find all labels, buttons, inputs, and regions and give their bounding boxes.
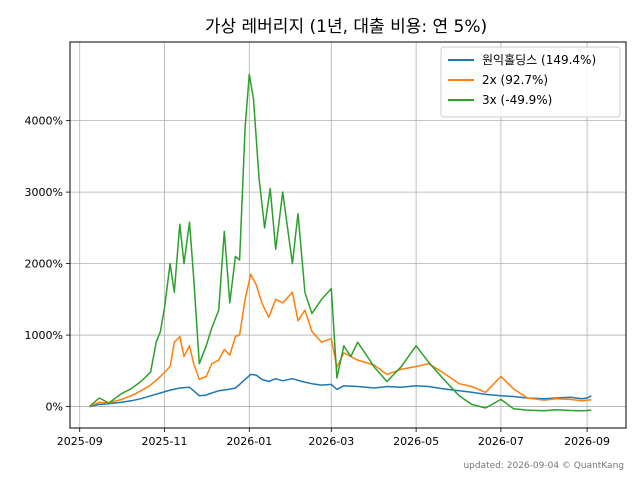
y-axis-ticks: 0% 1000% 2000% 3000% 4000% [25, 115, 70, 414]
series-line-0 [89, 373, 592, 408]
legend-box [440, 46, 621, 118]
legend-label-2: 3x (-49.9%) [482, 93, 552, 107]
legend: 원익홀딩스 (149.4%) 2x (92.7%) 3x (-49.9%) [440, 46, 621, 118]
footer-credit: updated: 2026-09-04 © QuantKang [463, 461, 624, 471]
series-line-2 [89, 73, 592, 412]
x-axis-ticks: 2025-09 2025-11 2026-01 2026-03 2026-05 2026-… [57, 428, 610, 448]
x-tick-label: 2026-01 [226, 435, 272, 448]
x-tick-label: 2026-07 [478, 435, 524, 448]
y-tick-label: 3000% [25, 186, 63, 199]
plot-frame [69, 41, 627, 429]
x-tick-label: 2025-11 [142, 435, 188, 448]
series-lines [89, 73, 592, 412]
x-tick-label: 2026-03 [308, 435, 354, 448]
x-tick-label: 2026-05 [393, 435, 439, 448]
series-line-1 [89, 273, 592, 408]
y-tick-label: 1000% [25, 329, 63, 342]
x-tick-label: 2025-09 [57, 435, 103, 448]
legend-label-0: 원익홀딩스 (149.4%) [482, 53, 596, 67]
legend-label-1: 2x (92.7%) [482, 73, 548, 87]
y-tick-label: 4000% [25, 115, 63, 128]
y-tick-label: 2000% [25, 258, 63, 271]
y-tick-label: 0% [46, 401, 63, 414]
chart-title: 가상 레버리지 (1년, 대출 비용: 연 5%) [205, 17, 487, 37]
x-tick-label: 2026-09 [564, 435, 610, 448]
